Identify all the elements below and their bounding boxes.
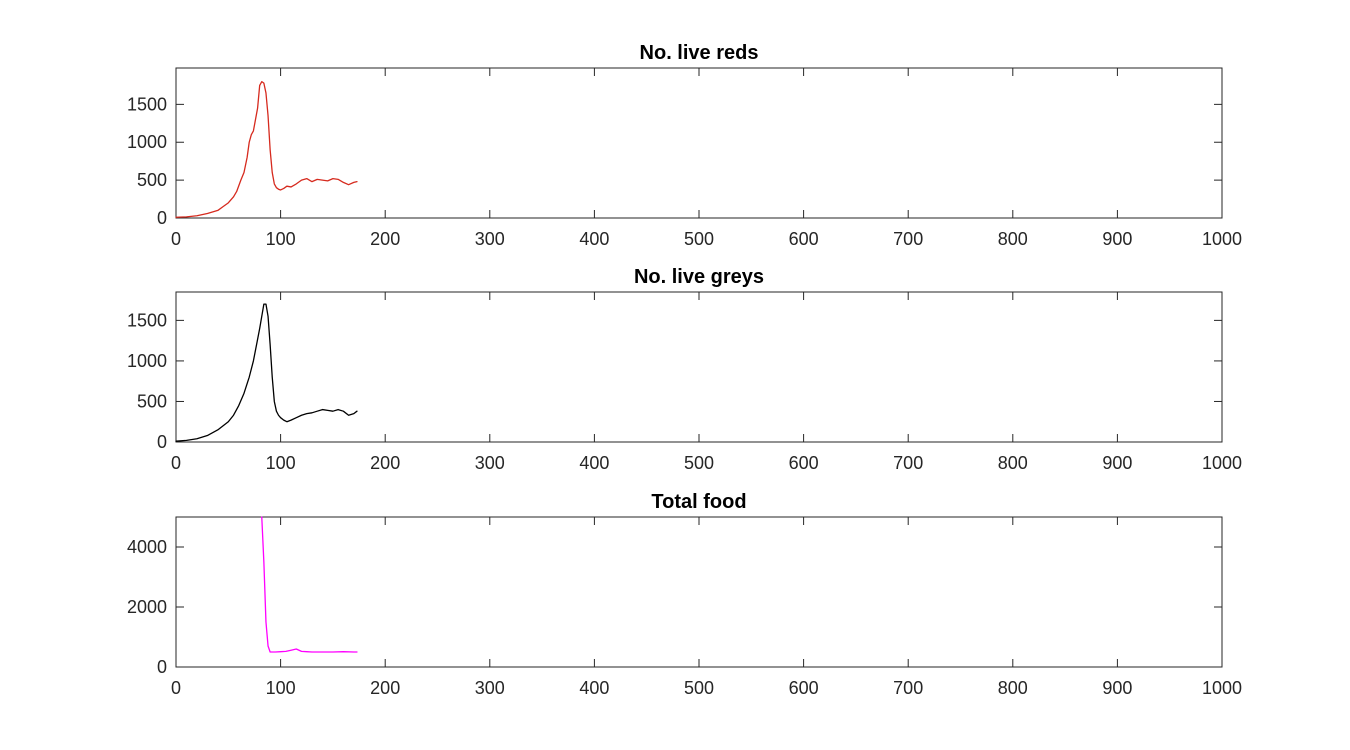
y-tick-label: 2000 bbox=[127, 597, 167, 617]
y-tick-label: 0 bbox=[157, 432, 167, 452]
chart-title: No. live reds bbox=[640, 42, 759, 64]
x-tick-label: 100 bbox=[266, 453, 296, 473]
series-line bbox=[261, 516, 358, 653]
y-tick-label: 0 bbox=[157, 208, 167, 228]
x-tick-label: 600 bbox=[789, 229, 819, 249]
y-tick-label: 1500 bbox=[127, 94, 167, 114]
x-tick-label: 500 bbox=[684, 229, 714, 249]
x-tick-label: 300 bbox=[475, 229, 505, 249]
series-group bbox=[261, 516, 358, 653]
x-tick-label: 700 bbox=[893, 229, 923, 249]
subplot-live-greys: No. live greys 0 100 200 300 400 500 600 700 800… bbox=[127, 266, 1242, 473]
x-tick-label: 100 bbox=[266, 678, 296, 698]
x-tick-label: 500 bbox=[684, 453, 714, 473]
axis-ticks: 0 100 200 300 400 500 600 700 800 900 1000 0 500 1000… bbox=[127, 68, 1242, 249]
chart-title: No. live greys bbox=[634, 266, 764, 288]
x-tick-label: 1000 bbox=[1202, 678, 1242, 698]
x-tick-label: 0 bbox=[171, 453, 181, 473]
chart-title: Total food bbox=[651, 491, 746, 513]
x-tick-label: 800 bbox=[998, 229, 1028, 249]
x-tick-label: 400 bbox=[579, 453, 609, 473]
x-tick-label: 100 bbox=[266, 229, 296, 249]
x-tick-label: 400 bbox=[579, 229, 609, 249]
x-tick-label: 0 bbox=[171, 678, 181, 698]
x-tick-label: 400 bbox=[579, 678, 609, 698]
x-tick-label: 1000 bbox=[1202, 453, 1242, 473]
y-tick-label: 1000 bbox=[127, 351, 167, 371]
series-line bbox=[175, 80, 358, 218]
x-tick-label: 700 bbox=[893, 453, 923, 473]
x-tick-label: 600 bbox=[789, 678, 819, 698]
x-tick-label: 1000 bbox=[1202, 229, 1242, 249]
x-tick-label: 800 bbox=[998, 678, 1028, 698]
x-tick-label: 300 bbox=[475, 453, 505, 473]
x-tick-label: 900 bbox=[1102, 678, 1132, 698]
x-tick-label: 800 bbox=[998, 453, 1028, 473]
x-tick-label: 900 bbox=[1102, 229, 1132, 249]
series-line bbox=[175, 303, 358, 442]
y-tick-label: 500 bbox=[137, 391, 167, 411]
y-tick-label: 0 bbox=[157, 657, 167, 677]
x-tick-label: 0 bbox=[171, 229, 181, 249]
x-tick-label: 900 bbox=[1102, 453, 1132, 473]
series-group bbox=[175, 80, 358, 218]
x-tick-label: 200 bbox=[370, 229, 400, 249]
x-tick-label: 600 bbox=[789, 453, 819, 473]
subplot-live-reds: No. live reds 0 100 200 300 400 500 600 700 800 9… bbox=[127, 42, 1242, 249]
x-tick-label: 200 bbox=[370, 678, 400, 698]
subplot-total-food: Total food 0 100 200 300 400 500 600 700 800 900 1… bbox=[127, 491, 1242, 698]
y-tick-label: 500 bbox=[137, 170, 167, 190]
y-tick-label: 4000 bbox=[127, 537, 167, 557]
y-tick-label: 1500 bbox=[127, 310, 167, 330]
series-group bbox=[175, 303, 358, 442]
x-tick-label: 700 bbox=[893, 678, 923, 698]
x-tick-label: 200 bbox=[370, 453, 400, 473]
x-tick-label: 500 bbox=[684, 678, 714, 698]
axis-ticks: 0 100 200 300 400 500 600 700 800 900 1000 0 500 1000… bbox=[127, 292, 1242, 473]
y-tick-label: 1000 bbox=[127, 132, 167, 152]
axis-ticks: 0 100 200 300 400 500 600 700 800 900 1000 0 2000 400… bbox=[127, 517, 1242, 698]
x-tick-label: 300 bbox=[475, 678, 505, 698]
